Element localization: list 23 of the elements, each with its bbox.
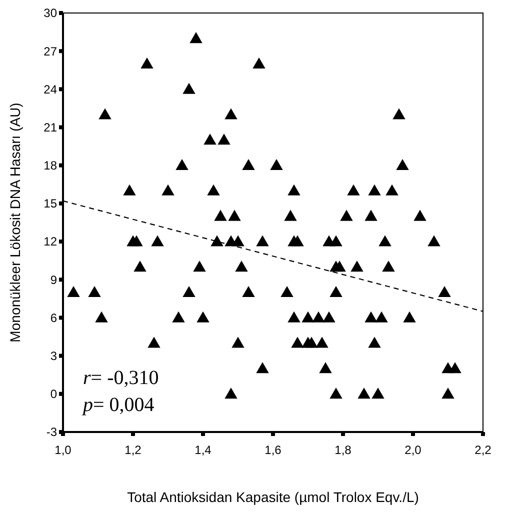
y-tick-label: 15	[44, 196, 58, 211]
annotation: p= 0,004	[81, 394, 154, 416]
y-tick-label: 0	[50, 387, 58, 402]
x-tick-label: 1,6	[264, 443, 282, 457]
y-tick-label: -3	[46, 425, 58, 440]
x-tick-label: 1,0	[54, 443, 72, 457]
annotation: r= -0,310	[83, 367, 159, 389]
x-axis-title: Total Antioksidan Kapasite (µmol Trolox Eqv./L)	[127, 489, 419, 505]
x-tick-label: 2,0	[404, 443, 422, 457]
y-tick-label: 24	[44, 82, 58, 96]
x-tick-label: 1,8	[334, 443, 352, 457]
y-tick-label: 18	[44, 158, 58, 173]
y-tick-label: 21	[44, 120, 58, 134]
y-tick-label: 27	[44, 44, 58, 58]
y-tick-label: 3	[50, 349, 58, 364]
y-axis-title: Mononükleer Lökosit DNA Hasarı (AU)	[7, 102, 23, 342]
x-tick-label: 2,2	[474, 443, 492, 457]
y-tick-label: 12	[44, 234, 58, 249]
y-tick-label: 9	[50, 272, 58, 287]
y-tick-label: 6	[50, 310, 58, 325]
x-tick-label: 1,2	[124, 443, 142, 457]
y-tick-label: 30	[44, 6, 58, 20]
x-tick-label: 1,4	[194, 443, 212, 457]
